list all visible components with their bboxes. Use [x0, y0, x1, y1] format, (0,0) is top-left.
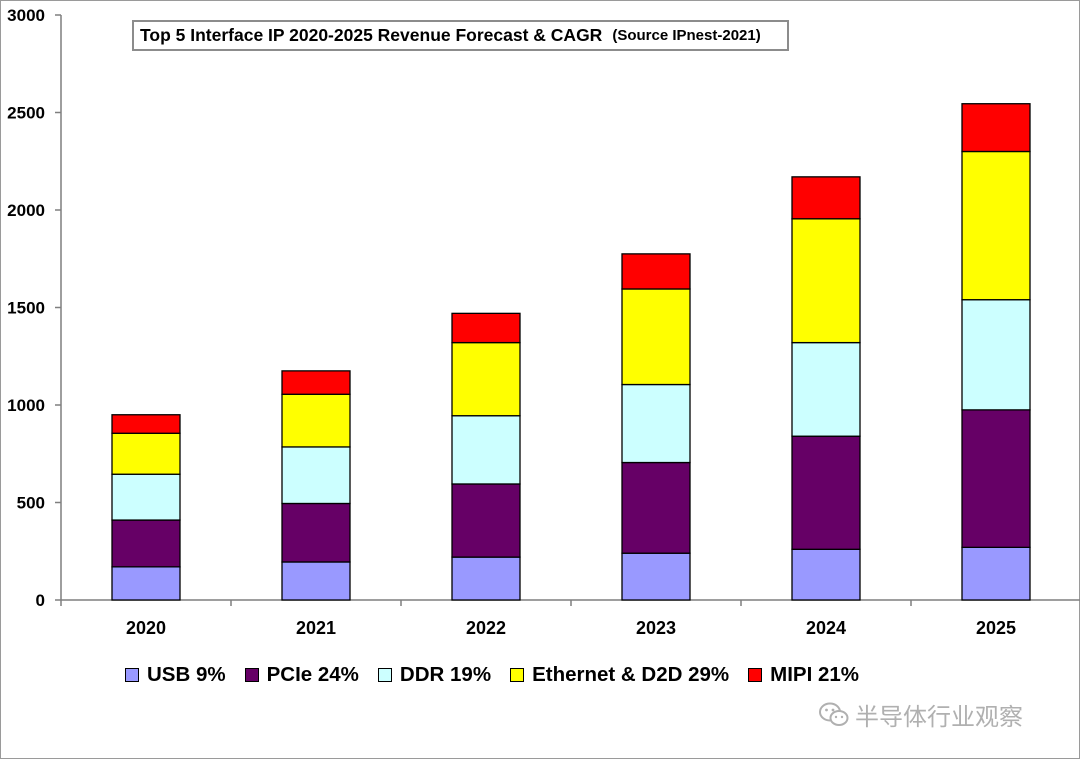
bar-segment-mipi-2025: [961, 103, 1031, 153]
watermark-text: 半导体行业观察: [855, 704, 1023, 731]
x-tick-label: 2025: [976, 618, 1016, 638]
legend-swatch-pcie: [244, 668, 259, 682]
bar-segment-ddr-2024: [791, 341, 861, 437]
bar-segment-ethernet-d2d-2024: [791, 218, 861, 344]
bar-segment-pcie-2025: [961, 409, 1031, 549]
legend-label-ddr: DDR 19%: [399, 663, 492, 686]
bar-segment-usb-2022: [451, 556, 521, 601]
wechat-icon: [819, 702, 849, 726]
bar-segment-ethernet-d2d-2023: [621, 288, 691, 386]
bar-segment-mipi-2022: [451, 312, 521, 344]
chart-subtitle: (Source IPnest-2021): [612, 27, 761, 44]
y-tick-label: 2000: [7, 201, 45, 220]
bar-segment-ethernet-d2d-2025: [961, 150, 1031, 301]
legend-item-mipi: MIPI 21%: [748, 663, 859, 687]
legend-swatch-ethernet: [510, 668, 525, 682]
x-tick-label: 2020: [126, 618, 166, 638]
bar-segment-pcie-2020: [111, 519, 181, 568]
x-tick-label: 2023: [636, 618, 676, 638]
bar-segment-mipi-2020: [111, 414, 181, 434]
legend-swatch-ddr: [377, 668, 392, 682]
bar-segment-usb-2023: [621, 552, 691, 601]
legend-item-ethernet: Ethernet & D2D 29%: [510, 663, 729, 687]
legend-item-pcie: PCIe 24%: [244, 663, 359, 687]
legend-label-mipi: MIPI 21%: [770, 663, 860, 686]
bar-segment-mipi-2021: [281, 370, 351, 395]
bar-segment-usb-2020: [111, 566, 181, 601]
y-tick-label: 500: [17, 494, 45, 513]
y-tick-label: 0: [36, 591, 45, 610]
bar-segment-pcie-2023: [621, 461, 691, 554]
y-tick-label: 1000: [7, 396, 45, 415]
legend-swatch-usb: [125, 668, 139, 682]
bar-segment-usb-2025: [961, 546, 1031, 601]
bar-segment-ethernet-d2d-2022: [451, 341, 521, 417]
legend: USB 9% PCIe 24% DDR 19% Ethernet & D2D 2…: [125, 663, 878, 687]
legend-swatch-mipi: [748, 668, 763, 682]
y-tick-label: 2500: [7, 104, 45, 123]
x-tick-label: 2022: [466, 618, 506, 638]
bar-segment-pcie-2024: [791, 435, 861, 550]
chart-title-box: Top 5 Interface IP 2020-2025 Revenue For…: [132, 20, 789, 51]
bar-segment-ddr-2025: [961, 299, 1031, 411]
bar-segment-ddr-2023: [621, 383, 691, 464]
bar-segment-ethernet-d2d-2021: [281, 393, 351, 448]
bar-segment-pcie-2021: [281, 502, 351, 563]
bar-segment-usb-2021: [281, 561, 351, 601]
bar-segment-ddr-2021: [281, 446, 351, 505]
legend-label-ethernet: Ethernet & D2D 29%: [532, 663, 730, 686]
chart-title: Top 5 Interface IP 2020-2025 Revenue For…: [140, 25, 603, 45]
watermark: 半导体行业观察: [819, 697, 1023, 732]
legend-label-usb: USB 9%: [147, 663, 226, 686]
legend-item-ddr: DDR 19%: [377, 663, 492, 687]
bar-segment-mipi-2023: [621, 253, 691, 290]
bar-segment-ddr-2020: [111, 473, 181, 521]
legend-item-usb: USB 9%: [125, 663, 226, 687]
x-tick-label: 2024: [806, 618, 846, 638]
y-tick-label: 1500: [7, 299, 45, 318]
bar-segment-ddr-2022: [451, 415, 521, 485]
y-tick-label: 3000: [7, 6, 45, 25]
x-tick-label: 2021: [296, 618, 336, 638]
bar-segment-ethernet-d2d-2020: [111, 432, 181, 475]
bar-segment-usb-2024: [791, 548, 861, 601]
legend-label-pcie: PCIe 24%: [266, 663, 359, 686]
bar-segment-mipi-2024: [791, 176, 861, 220]
bar-segment-pcie-2022: [451, 483, 521, 558]
